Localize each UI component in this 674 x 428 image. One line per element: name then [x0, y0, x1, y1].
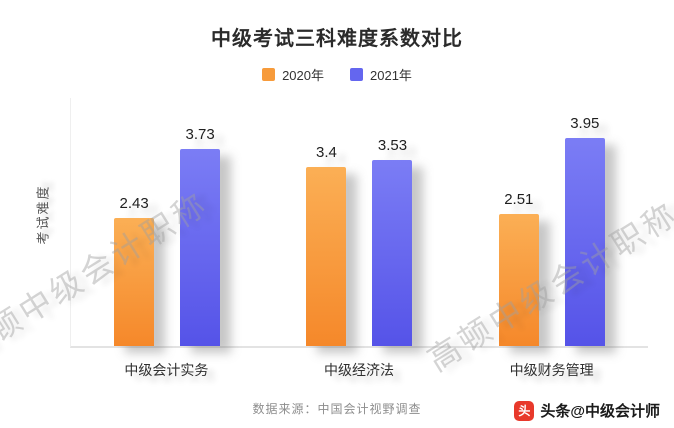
- legend: 2020年 2021年: [0, 65, 674, 84]
- chart-title: 中级考试三科难度系数对比: [211, 28, 463, 50]
- plot-area: 2.43 3.73 3.4 3.53 2.51 3.95: [71, 98, 648, 346]
- toutiao-logo-icon: 头: [514, 400, 535, 421]
- bar-value-label-s0-c2: 2.51: [504, 190, 534, 208]
- bar-value-label-s0-c0: 2.43: [119, 194, 149, 212]
- bar-value-label-s0-c1: 3.4: [316, 143, 337, 161]
- bar-wrap-s1-c1: 3.53: [372, 98, 413, 346]
- bar-group-2: 2.51 3.95: [472, 98, 632, 346]
- bar-s1-c2: [564, 137, 605, 346]
- brand-badge: 头 头条@中级会计师: [514, 400, 660, 421]
- category-label-2: 中级财务管理: [509, 362, 594, 378]
- bar-s0-c2: [498, 213, 539, 346]
- bar-wrap-s1-c0: 3.73: [180, 98, 221, 346]
- bar-value-label-s1-c2: 3.95: [570, 114, 600, 132]
- legend-item-1: 2021年: [350, 65, 412, 84]
- y-axis-label: 考试难度: [35, 184, 51, 245]
- legend-label-1: 2021年: [370, 68, 412, 83]
- bar-value-label-s1-c0: 3.73: [185, 126, 215, 144]
- legend-swatch-1: [350, 68, 363, 81]
- data-source-note: 数据来源：中国会计视野调查: [252, 402, 422, 416]
- bar-wrap-s0-c2: 2.51: [498, 98, 539, 346]
- category-label-0: 中级会计实务: [124, 362, 209, 378]
- bar-group-1: 3.4 3.53: [279, 98, 439, 346]
- legend-item-0: 2020年: [262, 65, 324, 84]
- legend-label-0: 2020年: [282, 68, 324, 83]
- bar-wrap-s0-c1: 3.4: [306, 98, 347, 346]
- category-labels: 中级会计实务 中级经济法 中级财务管理: [70, 348, 648, 380]
- bar-s0-c1: [306, 166, 347, 346]
- bar-group-0: 2.43 3.73: [87, 98, 247, 346]
- chart-area: 2.43 3.73 3.4 3.53 2.51 3.95: [70, 98, 648, 348]
- bar-value-label-s1-c1: 3.53: [377, 136, 408, 154]
- bar-s0-c0: [114, 217, 155, 346]
- bar-wrap-s1-c2: 3.95: [564, 98, 605, 346]
- legend-swatch-0: [262, 68, 276, 81]
- category-label-1: 中级经济法: [323, 362, 394, 378]
- bar-s1-c0: [180, 149, 221, 346]
- brand-label: 头条@中级会计师: [540, 403, 660, 420]
- bar-wrap-s0-c0: 2.43: [114, 98, 155, 346]
- bar-s1-c1: [372, 159, 413, 346]
